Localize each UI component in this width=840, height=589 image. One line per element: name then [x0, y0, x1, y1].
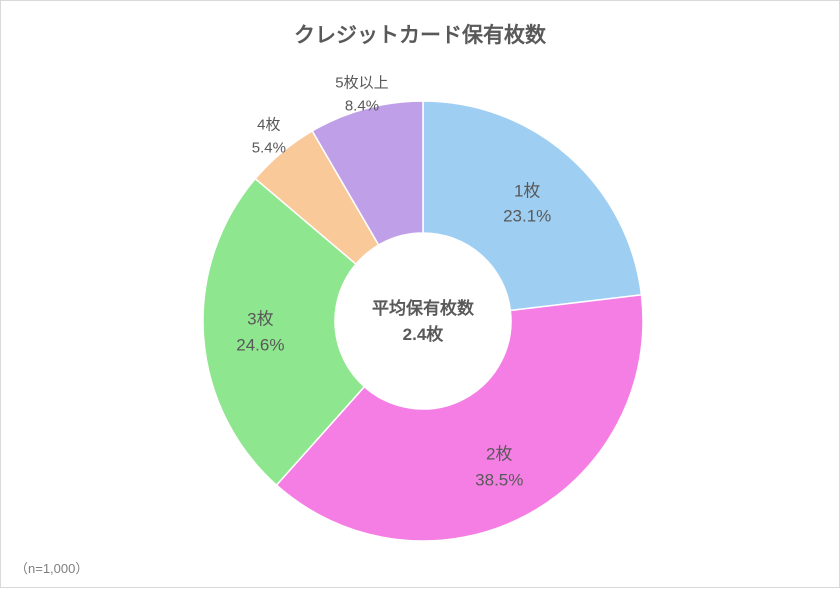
slice-label-pct: 23.1%	[503, 204, 551, 230]
slice-label-name: 3枚	[236, 307, 284, 333]
slice-label-name: 2枚	[475, 442, 523, 468]
slice-label-name: 1枚	[503, 178, 551, 204]
center-label-line2: 2.4枚	[353, 322, 493, 348]
slice-label: 5枚以上8.4%	[335, 73, 388, 118]
slice-label: 2枚38.5%	[475, 442, 523, 493]
sample-size-footnote: （n=1,000）	[15, 558, 88, 577]
slice-label-name: 4枚	[252, 115, 286, 138]
slice-label: 4枚5.4%	[252, 115, 286, 160]
center-label-line1: 平均保有枚数	[353, 296, 493, 322]
slice-label: 1枚23.1%	[503, 178, 551, 229]
center-label: 平均保有枚数 2.4枚	[353, 296, 493, 347]
slice-label-pct: 24.6%	[236, 332, 284, 358]
chart-frame: クレジットカード保有枚数 平均保有枚数 2.4枚 1枚23.1%2枚38.5%3…	[0, 0, 840, 588]
slice-label-pct: 38.5%	[475, 467, 523, 493]
slice-label-name: 5枚以上	[335, 73, 388, 96]
slice-label-pct: 5.4%	[252, 137, 286, 160]
slice-label-pct: 8.4%	[335, 95, 388, 118]
slice-label: 3枚24.6%	[236, 307, 284, 358]
donut-chart	[1, 1, 840, 589]
